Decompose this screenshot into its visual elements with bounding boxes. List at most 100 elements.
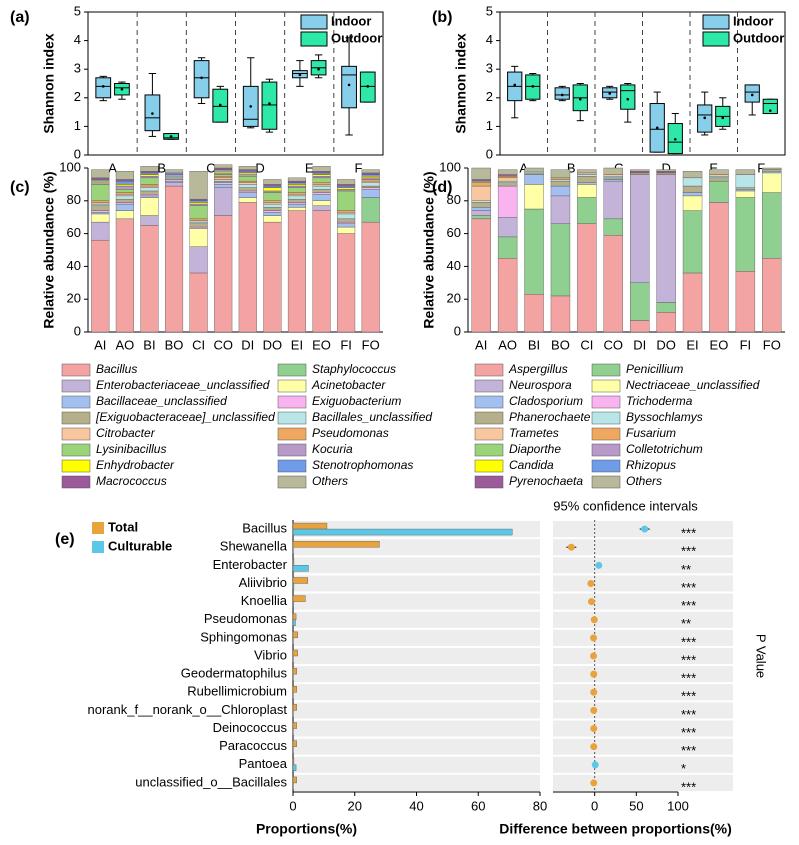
legend-swatch: [702, 14, 730, 30]
bar-segment: [214, 175, 233, 179]
bar-segment: [91, 239, 110, 333]
bar-segment: [164, 177, 184, 180]
mean: [608, 92, 612, 95]
row-stripe: [293, 647, 540, 665]
mean: [531, 85, 535, 88]
bar-segment: [682, 195, 703, 211]
x-tick-label: D: [255, 160, 264, 175]
bar-segment: [238, 182, 257, 185]
x-tick-label: 60: [471, 798, 485, 813]
bar-segment: [312, 205, 331, 211]
p-value: ***: [681, 634, 696, 649]
bar-segment: [497, 236, 518, 259]
box: [95, 77, 112, 99]
row-stripe: [553, 774, 733, 791]
bar-segment: [91, 205, 110, 211]
x-tick-label: AI: [475, 337, 487, 352]
bar-segment: [115, 192, 134, 195]
bar-segment: [312, 172, 331, 175]
bar-segment: [471, 200, 491, 203]
bar-segment: [709, 175, 729, 179]
bar-segment: [263, 179, 282, 185]
x-tick-label: 0: [591, 798, 598, 813]
bar-segment: [497, 185, 518, 218]
legend-swatch: [277, 427, 307, 441]
bar-segment: [91, 221, 110, 241]
panel-label: (d): [432, 179, 452, 196]
bar-segment: [629, 171, 650, 174]
x-tick-label: EO: [710, 337, 729, 352]
bar-segment: [337, 189, 356, 192]
legend-label: Penicillium: [626, 362, 683, 376]
x-tick-label: EI: [291, 337, 303, 352]
bar-segment: [164, 175, 184, 179]
bar-segment: [735, 197, 756, 272]
box: [261, 81, 278, 130]
row-stripe: [293, 774, 540, 791]
mean: [578, 97, 582, 101]
row-stripe: [293, 666, 540, 683]
bar-segment: [471, 202, 491, 208]
bar-segment: [524, 172, 544, 175]
x-tick-label: D: [662, 160, 671, 175]
bar-segment: [189, 220, 208, 223]
x-tick-label: FO: [763, 337, 781, 352]
bar-segment: [238, 174, 257, 177]
x-tick-label: E: [305, 160, 314, 175]
bar-segment: [287, 203, 307, 208]
bar-segment: [337, 226, 356, 234]
bar-segment: [629, 169, 650, 172]
legend-label: Exiguobacterium: [312, 394, 401, 408]
mean: [347, 83, 351, 87]
bar-segment: [629, 172, 650, 175]
bar-segment: [524, 294, 544, 333]
legend-swatch: [61, 395, 91, 409]
bar-segment: [164, 174, 184, 177]
legend-swatch: [300, 14, 328, 30]
dot: [590, 743, 598, 751]
bar-segment: [115, 210, 134, 220]
legend-label: Bacillales_unclassified: [312, 410, 432, 424]
bar-segment: [337, 184, 356, 187]
legend-swatch: [474, 475, 504, 489]
bar-segment: [762, 258, 782, 333]
legend-label: Trichoderma: [626, 394, 693, 408]
bar-segment: [91, 180, 110, 183]
dot: [588, 598, 595, 606]
x-tick-label: E: [709, 160, 718, 175]
y-axis-label: P Value: [754, 634, 769, 678]
bar-segment: [312, 166, 331, 172]
bar-segment: [140, 215, 159, 226]
bar-segment: [238, 192, 257, 198]
bar-segment: [91, 203, 110, 206]
bar-segment: [361, 169, 380, 174]
bar-segment: [214, 169, 233, 172]
panel-label: (c): [10, 179, 30, 196]
bar-segment: [263, 187, 282, 192]
bar: [292, 559, 295, 566]
box: [620, 84, 636, 110]
legend-swatch: [61, 363, 91, 377]
row-stripe: [553, 720, 733, 737]
bar-segment: [361, 221, 380, 333]
bar-segment: [709, 174, 729, 177]
legend-swatch: [591, 395, 621, 409]
row-stripe: [553, 629, 733, 646]
legend-label: Diaporthe: [509, 442, 561, 456]
bar-segment: [115, 184, 134, 187]
bar-segment: [287, 198, 307, 203]
bar-segment: [214, 182, 233, 185]
x-tick-label: 50: [629, 798, 643, 813]
bar-segment: [550, 185, 571, 197]
bar-segment: [312, 194, 331, 202]
bar-segment: [497, 180, 518, 183]
p-value: **: [681, 616, 691, 631]
bar-segment: [140, 177, 159, 185]
row-stripe: [293, 611, 540, 628]
y-tick-label: 1: [74, 118, 81, 133]
legend-swatch: [702, 31, 730, 47]
bar-segment: [629, 174, 650, 283]
bar: [292, 528, 513, 536]
x-tick-label: DO: [656, 337, 676, 352]
